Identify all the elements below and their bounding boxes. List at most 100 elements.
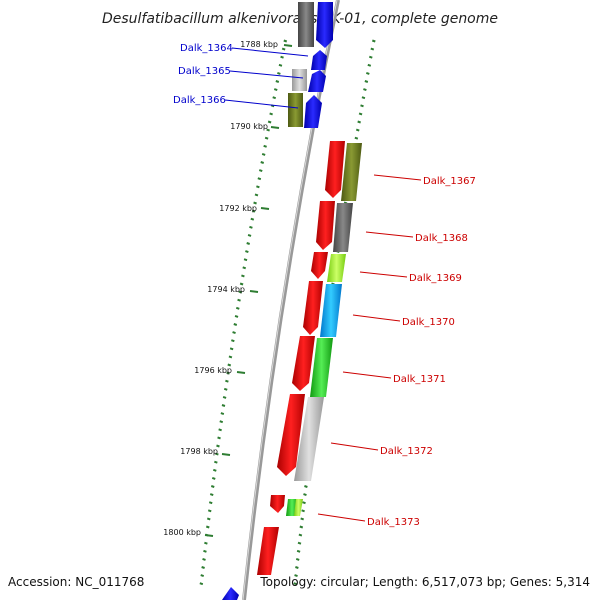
cog-block[interactable] <box>341 143 362 201</box>
gene-label-dalk-1372[interactable]: Dalk_1372 <box>380 446 433 457</box>
gene-label-dalk-1370[interactable]: Dalk_1370 <box>402 317 455 328</box>
gene-label-dalk-1368[interactable]: Dalk_1368 <box>415 233 468 244</box>
tick-mark <box>210 485 215 488</box>
gene-label-dalk-1371[interactable]: Dalk_1371 <box>393 374 446 385</box>
tick-mark <box>263 144 267 148</box>
gene-arrow[interactable] <box>311 50 327 70</box>
tick-mark <box>360 104 364 108</box>
position-label: 1798 kbp <box>180 447 218 456</box>
tick-mark <box>237 298 241 302</box>
tick-mark <box>201 566 205 569</box>
position-label: 1794 kbp <box>207 285 245 294</box>
tick-mark <box>228 355 233 359</box>
tick-mark <box>219 420 224 424</box>
gene-label-dalk-1367[interactable]: Dalk_1367 <box>423 176 476 187</box>
tick-mark <box>202 557 206 561</box>
tick-mark <box>203 549 207 553</box>
position-label: 1800 kbp <box>163 528 201 537</box>
tick-mark <box>222 395 227 399</box>
tick-mark <box>208 501 213 505</box>
tick-mark <box>258 169 263 173</box>
tick-mark <box>199 582 204 586</box>
gene-arrow[interactable] <box>270 495 285 513</box>
tick-mark <box>249 225 253 229</box>
tick-mark <box>295 566 299 569</box>
position-label: 1788 kbp <box>240 40 278 49</box>
tick-mark <box>366 71 370 75</box>
gene-label-dalk-1365[interactable]: Dalk_1365 <box>178 66 231 77</box>
leader-line <box>224 99 299 109</box>
tick-mark <box>218 428 222 432</box>
gene-arrow[interactable] <box>316 2 333 48</box>
tick-mark <box>267 120 272 124</box>
cog-block[interactable] <box>333 203 353 252</box>
cog-block[interactable] <box>298 2 314 47</box>
tick-mark <box>251 209 256 213</box>
leader-line <box>317 513 366 522</box>
leader-line <box>229 70 304 79</box>
gene-arrow[interactable] <box>311 252 328 279</box>
tick-mark <box>294 574 298 578</box>
gene-label-dalk-1364[interactable]: Dalk_1364 <box>180 43 233 54</box>
genome-summary-text: Topology: circular; Length: 6,517,073 bp… <box>259 575 590 589</box>
gene-arrow[interactable] <box>304 95 322 128</box>
tick-mark <box>295 557 300 561</box>
gene-arrow[interactable] <box>292 336 315 391</box>
position-label: 1790 kbp <box>230 122 268 131</box>
tick-mark <box>297 541 302 545</box>
tick-mark <box>363 88 367 92</box>
tick-mark <box>250 217 255 221</box>
tick-mark <box>212 468 217 472</box>
tick-mark <box>264 136 269 140</box>
tick-mark <box>303 493 307 497</box>
tick-mark <box>253 201 257 205</box>
tick-mark <box>232 331 236 335</box>
gene-arrow[interactable] <box>316 201 335 250</box>
gene-label-dalk-1369[interactable]: Dalk_1369 <box>409 273 462 284</box>
position-tick <box>260 207 270 210</box>
position-tick <box>204 534 214 537</box>
cog-block[interactable] <box>294 499 303 516</box>
tick-mark <box>261 152 266 156</box>
tick-mark <box>206 517 211 521</box>
gene-labels: Dalk_1364 Dalk_1365 Dalk_1366 Dalk_1367 … <box>173 43 476 528</box>
gene-arrow[interactable] <box>222 587 239 600</box>
tick-mark <box>266 128 270 132</box>
tick-mark <box>298 533 303 537</box>
gene-arrow[interactable] <box>277 394 305 476</box>
gene-arrow[interactable] <box>303 281 323 335</box>
tick-mark <box>247 233 252 237</box>
gene-label-dalk-1373[interactable]: Dalk_1373 <box>367 517 420 528</box>
tick-mark <box>272 96 277 100</box>
gene-arrow[interactable] <box>308 70 326 92</box>
position-tick <box>283 44 293 47</box>
cog-block[interactable] <box>320 284 342 337</box>
cog-block[interactable] <box>310 338 333 397</box>
tick-mark <box>364 80 369 83</box>
tick-mark <box>235 306 240 310</box>
position-labels: 1788 kbp 1790 kbp 1792 kbp 1794 kbp 1796… <box>163 40 293 537</box>
tick-mark <box>204 541 208 545</box>
tick-mark <box>239 282 244 286</box>
leader-line <box>342 371 392 379</box>
tick-mark <box>242 266 247 270</box>
gene-label-dalk-1366[interactable]: Dalk_1366 <box>173 95 226 106</box>
position-tick <box>270 126 280 129</box>
cog-block[interactable] <box>288 93 303 127</box>
leader-line <box>373 174 422 181</box>
tick-mark <box>371 39 376 43</box>
gene-arrow[interactable] <box>325 141 345 198</box>
tick-mark <box>357 120 361 124</box>
tick-mark <box>234 314 239 318</box>
tick-mark <box>355 128 360 132</box>
tick-mark <box>281 47 286 51</box>
cog-block[interactable] <box>294 397 324 481</box>
tick-mark <box>280 55 284 59</box>
tick-mark <box>254 193 259 197</box>
cog-block[interactable] <box>292 69 307 91</box>
cog-block[interactable] <box>327 254 346 282</box>
tick-mark <box>231 339 235 343</box>
gene-arrow[interactable] <box>257 527 279 575</box>
tick-mark <box>216 444 220 448</box>
